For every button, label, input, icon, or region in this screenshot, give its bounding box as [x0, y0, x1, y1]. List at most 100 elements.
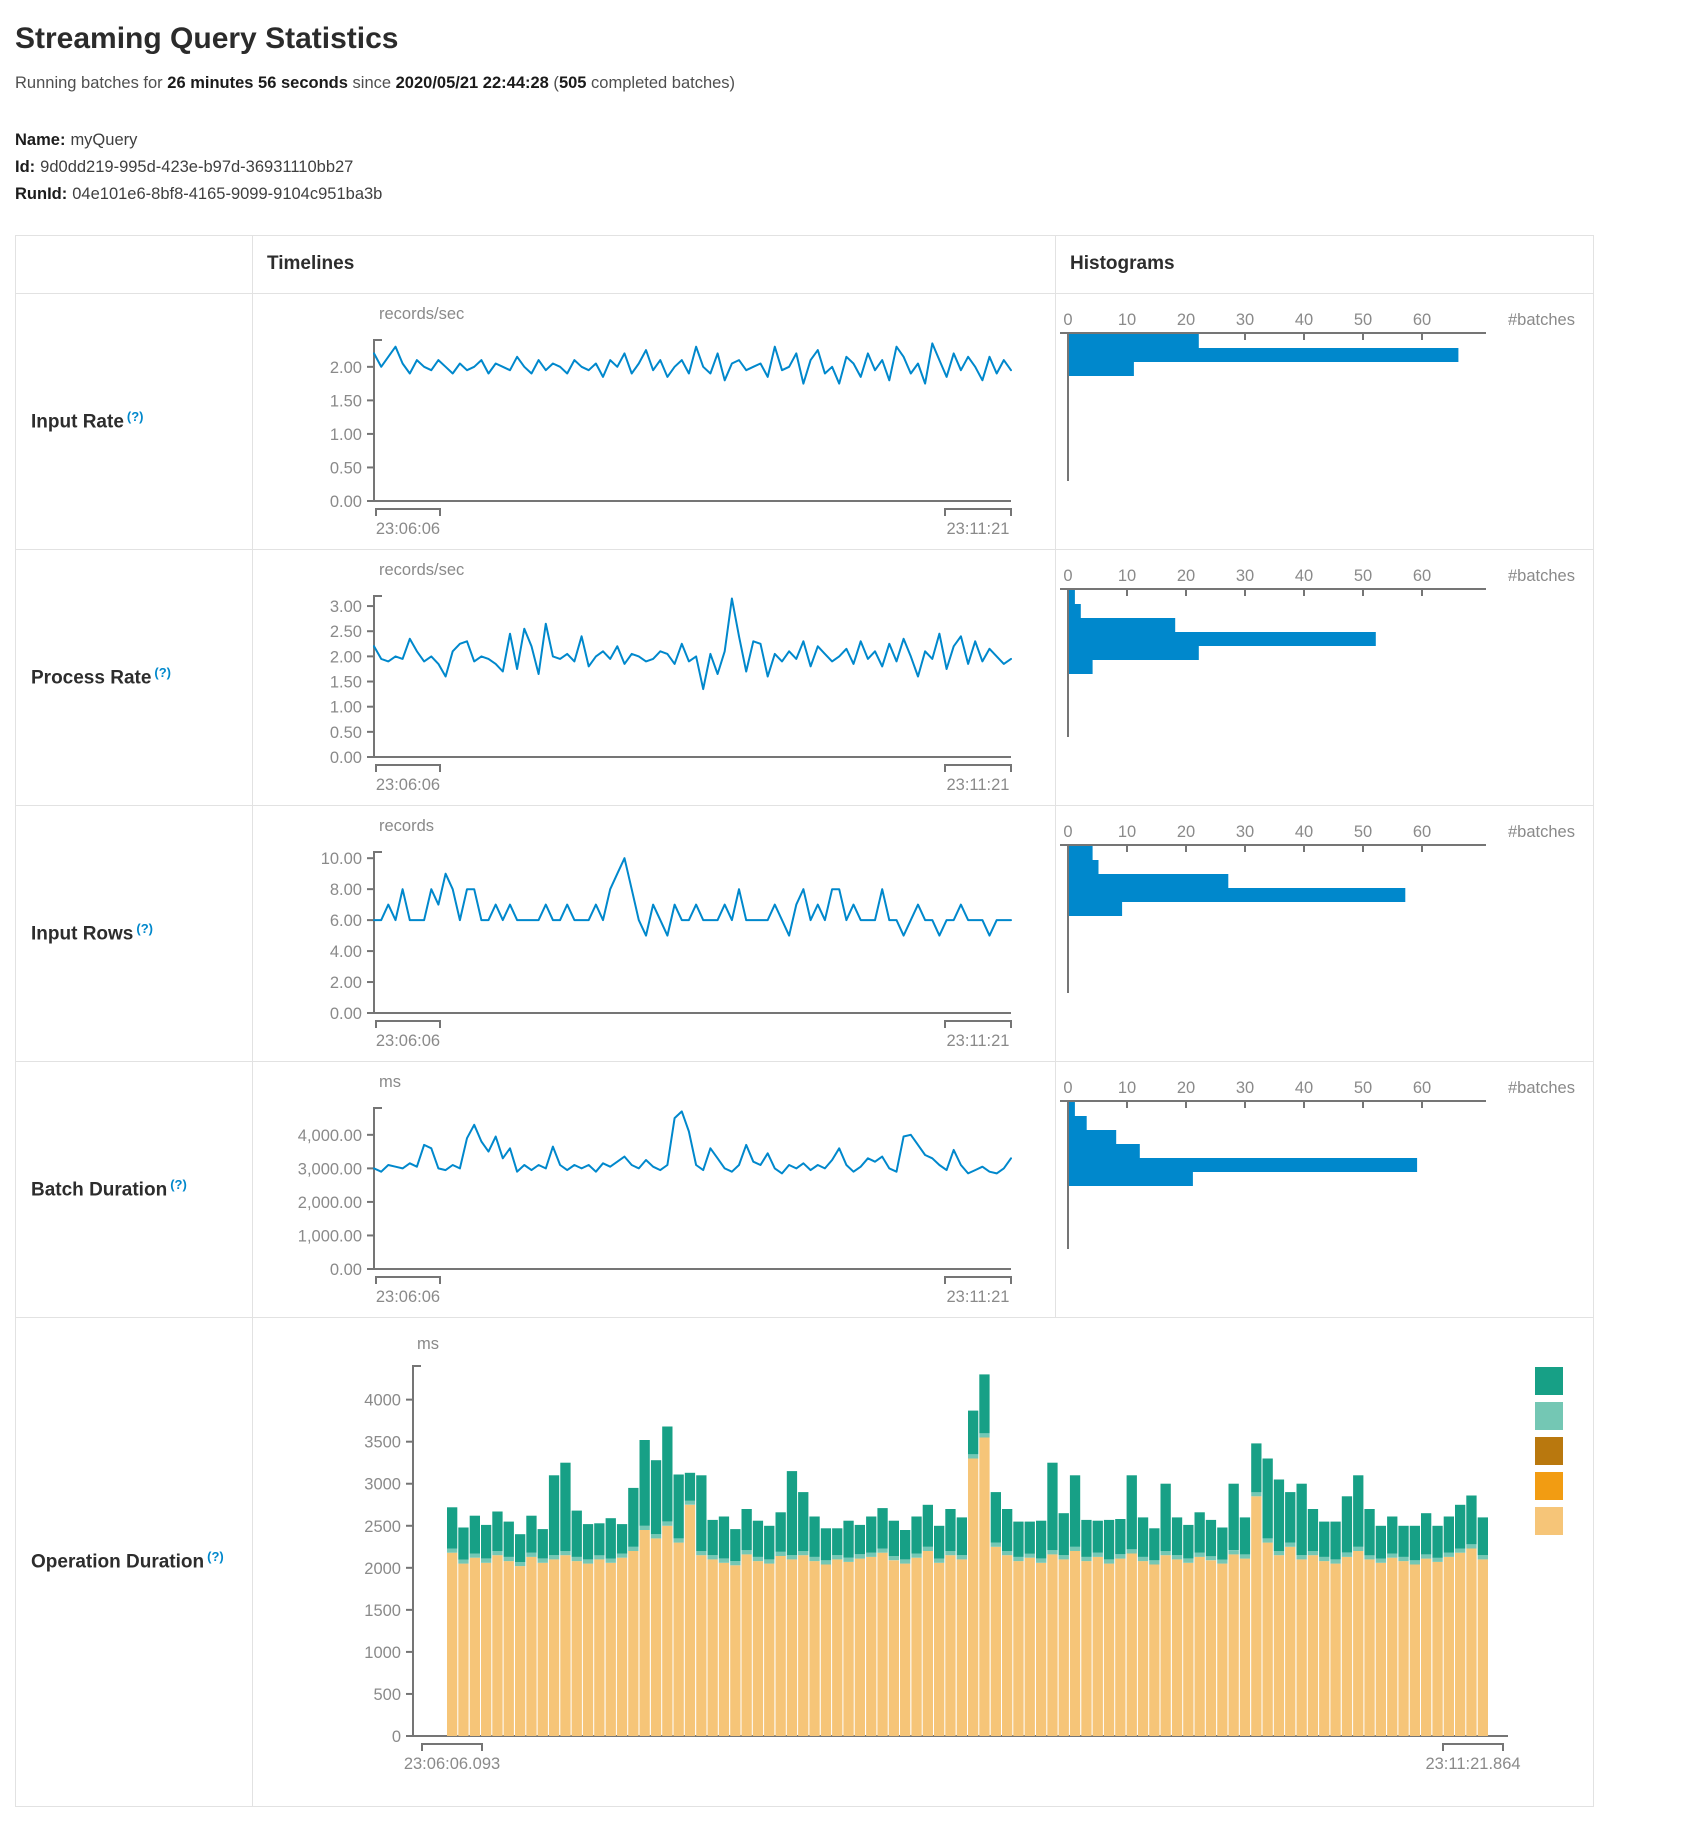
- operation-duration-svg: ms 0 500 1000 1500 2000 2500 3000 3500 4000 23:06:…: [364, 1335, 1563, 1773]
- stack-segment-seafoam: [1081, 1556, 1092, 1561]
- stack-segment-teal: [888, 1520, 899, 1556]
- stack-segment-tan: [1002, 1554, 1013, 1736]
- query-runid-line: RunId: 04e101e6-8bf8-4165-9099-9104c951ba…: [15, 181, 1677, 208]
- input-rate-timeline-svg: records/sec 0.00 0.50 1.00 1.50 2.00 23:06:06 2…: [330, 305, 1012, 538]
- stack-segment-tan: [503, 1560, 514, 1736]
- svg-text:3,000.00: 3,000.00: [298, 1161, 362, 1179]
- stack-segment-seafoam: [1307, 1550, 1319, 1555]
- svg-text:2.00: 2.00: [330, 359, 362, 377]
- stack-segment-tan: [1228, 1554, 1239, 1736]
- stack-segment-seafoam: [741, 1549, 752, 1555]
- stack-segment-tan: [1013, 1560, 1024, 1736]
- stack-segment-seafoam: [1409, 1559, 1420, 1565]
- stack-segment-tan: [1319, 1560, 1330, 1736]
- stack-segment-teal: [605, 1517, 616, 1559]
- svg-text:30: 30: [1236, 1079, 1254, 1097]
- input-rate-help-link[interactable]: (?): [126, 408, 144, 424]
- stack-segment-seafoam: [662, 1521, 673, 1526]
- process-rate-help-link[interactable]: (?): [154, 664, 172, 680]
- stack-segment-seafoam: [843, 1557, 854, 1562]
- input-rows-timeline-line: [373, 857, 1012, 937]
- completed-batches-count: 505: [558, 74, 587, 92]
- batch-duration-histogram-chart: 0 10 20 30 40 50 60 #batches: [1056, 1063, 1593, 1315]
- svg-text:0.00: 0.00: [330, 493, 362, 511]
- stack-segment-seafoam: [990, 1542, 1001, 1547]
- stack-segment-tan: [605, 1562, 616, 1736]
- stack-segment-teal: [1115, 1518, 1126, 1554]
- stack-segment-seafoam: [1251, 1491, 1262, 1496]
- stack-segment-seafoam: [1364, 1554, 1375, 1560]
- stack-segment-tan: [1069, 1550, 1081, 1736]
- page-title: Streaming Query Statistics: [15, 22, 399, 55]
- stack-segment-seafoam: [605, 1558, 616, 1563]
- stack-segment-seafoam: [820, 1559, 832, 1565]
- stack-segment-seafoam: [1092, 1552, 1103, 1557]
- stack-segment-teal: [1047, 1462, 1058, 1550]
- histogram-bar: [1069, 604, 1081, 619]
- stack-segment-seafoam: [1330, 1559, 1341, 1564]
- runid-value: 04e101e6-8bf8-4165-9099-9104c951ba3b: [72, 185, 383, 204]
- stack-segment-seafoam: [1432, 1557, 1443, 1562]
- histogram-bar: [1069, 618, 1176, 633]
- metric-label-input-rate: Input Rate: [31, 411, 124, 433]
- running-prefix: Running batches for: [15, 74, 168, 92]
- stack-segment-seafoam: [492, 1550, 503, 1555]
- operation-duration-chart-cell: ms 0 500 1000 1500 2000 2500 3000 3500 4000 23:06:…: [252, 1316, 1594, 1807]
- stack-segment-tan: [1296, 1559, 1307, 1736]
- stack-segment-seafoam: [673, 1538, 684, 1543]
- stack-segment-seafoam: [1455, 1548, 1466, 1553]
- svg-text:50: 50: [1354, 311, 1372, 329]
- stack-segment-seafoam: [548, 1554, 560, 1560]
- stack-segment-seafoam: [1387, 1553, 1398, 1558]
- input-rows-help-link[interactable]: (?): [136, 920, 153, 936]
- svg-text:2500: 2500: [364, 1517, 401, 1535]
- batch-duration-histogram-svg: 0 10 20 30 40 50 60 #batches: [1060, 1079, 1575, 1250]
- histogram-bar: [1069, 860, 1099, 875]
- batch-duration-row: Batch Duration (?) ms 0.00 1,000.00 2,000.00…: [15, 1060, 1594, 1318]
- stack-segment-tan: [515, 1565, 526, 1736]
- histogram-bar: [1069, 348, 1459, 363]
- process-rate-timeline-svg: records/sec 0.00 0.50 1.00 1.50 2.00 2.50 3.00 2…: [330, 561, 1012, 794]
- operation-duration-help-link[interactable]: (?): [207, 1549, 224, 1565]
- histogram-bar: [1069, 334, 1199, 349]
- histogram-bar: [1069, 590, 1075, 605]
- stack-segment-seafoam: [1171, 1554, 1183, 1560]
- histogram-bar: [1069, 1158, 1418, 1173]
- process-rate-timeline-line: [373, 597, 1012, 691]
- stack-segment-seafoam: [560, 1550, 571, 1555]
- batch-duration-help-link[interactable]: (?): [170, 1176, 187, 1192]
- stack-segment-tan: [730, 1564, 741, 1736]
- histograms-header: Histograms: [1055, 234, 1594, 294]
- stack-segment-seafoam: [696, 1550, 707, 1555]
- stack-segment-teal: [628, 1487, 639, 1547]
- svg-text:2.50: 2.50: [330, 623, 362, 641]
- stack-segment-teal: [1421, 1512, 1432, 1555]
- stack-segment-tan: [458, 1563, 469, 1736]
- y-axis: [373, 595, 382, 758]
- process-rate-label-cell: Process Rate (?): [15, 548, 253, 806]
- stack-segment-tan: [832, 1559, 843, 1736]
- stack-segment-tan: [537, 1562, 548, 1736]
- stack-segment-tan: [1409, 1564, 1420, 1736]
- since-word: since: [347, 74, 396, 92]
- stack-segment-seafoam: [582, 1559, 594, 1564]
- stack-segment-teal: [469, 1515, 480, 1554]
- stack-segment-tan: [1239, 1558, 1251, 1736]
- svg-text:2,000.00: 2,000.00: [298, 1194, 362, 1212]
- stack-segment-teal: [1092, 1520, 1103, 1553]
- stack-segment-teal: [1160, 1483, 1171, 1551]
- stack-segment-teal: [1013, 1521, 1024, 1557]
- svg-text:0: 0: [1063, 567, 1072, 585]
- input-rate-row: Input Rate (?) records/sec 0.00 0.50 1.00 1.5…: [15, 292, 1594, 550]
- svg-text:30: 30: [1236, 311, 1254, 329]
- svg-text:2000: 2000: [364, 1559, 401, 1577]
- stack-segment-teal: [752, 1520, 764, 1557]
- query-id-line: Id: 9d0dd219-995d-423e-b97d-36931110bb27: [15, 154, 1677, 181]
- svg-text:1.50: 1.50: [330, 674, 362, 692]
- stack-segment-seafoam: [1285, 1542, 1296, 1547]
- svg-text:500: 500: [373, 1686, 401, 1704]
- operation-duration-label-cell: Operation Duration (?): [15, 1316, 253, 1807]
- histogram-bar: [1069, 874, 1229, 889]
- stack-segment-seafoam: [707, 1554, 718, 1560]
- stack-segment-seafoam: [866, 1552, 877, 1557]
